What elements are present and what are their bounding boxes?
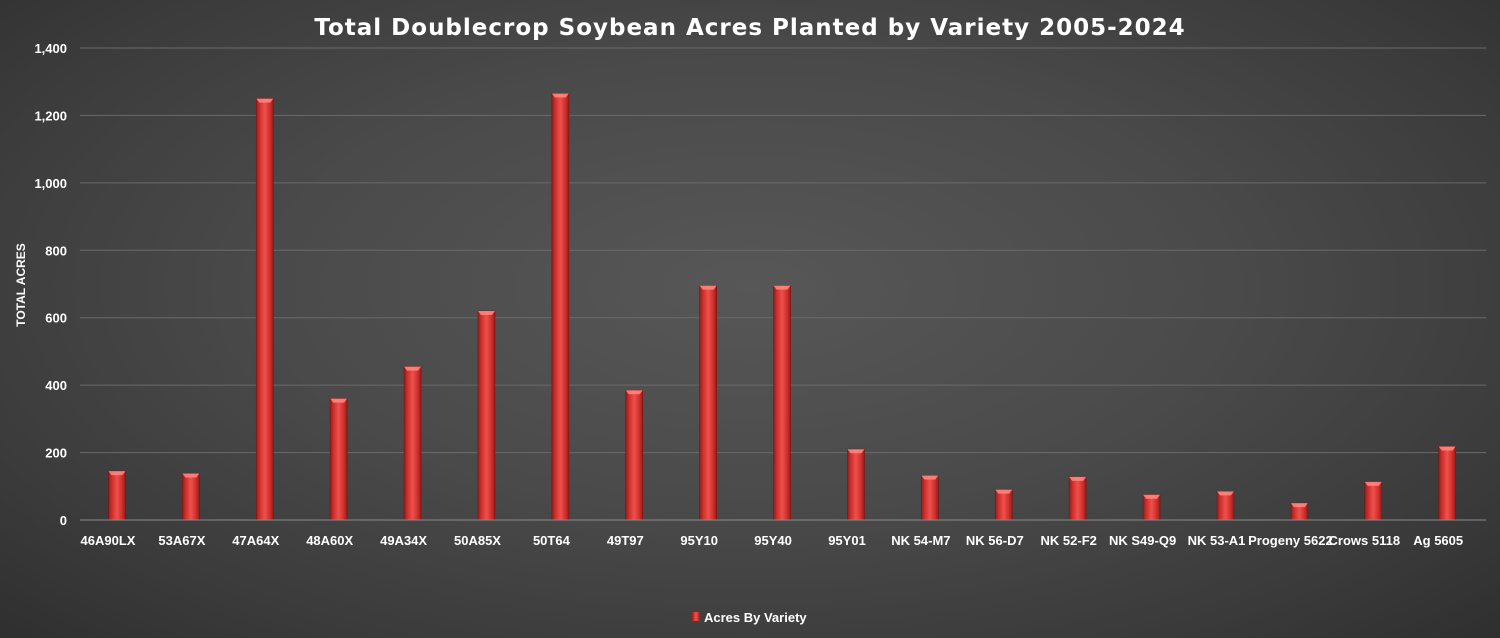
x-tick-label: NK 52-F2 (1041, 533, 1097, 548)
x-tick-label: Crows 5118 (1329, 533, 1401, 548)
bar (403, 366, 422, 521)
bar-bevel (1069, 476, 1087, 481)
bar-body (921, 475, 939, 521)
bar-body (403, 366, 422, 521)
legend-swatch (692, 612, 700, 621)
x-tick-label: 50A85X (454, 533, 501, 548)
bar-body (625, 389, 644, 521)
bar (1290, 502, 1309, 521)
bar-body (108, 470, 126, 521)
bar-body (551, 93, 570, 521)
bar (994, 489, 1013, 521)
chart-title: Total Doublecrop Soybean Acres Planted b… (314, 15, 1185, 41)
y-tick-label: 800 (45, 243, 67, 258)
bar-bevel (847, 449, 865, 454)
y-tick-label: 0 (60, 513, 67, 528)
x-tick-label: Progeny 5622 (1248, 533, 1333, 548)
y-axis-label: TOTAL ACRES (14, 243, 28, 327)
y-axis-ticks: 0 200 400 600 800 1,000 1,200 1,400 (34, 41, 67, 528)
bar (1142, 494, 1161, 521)
bar (255, 98, 274, 521)
bar-bevel (108, 471, 126, 476)
legend-label: Acres By Variety (704, 610, 807, 625)
bar-bevel (1290, 503, 1308, 508)
bar-bevel (625, 390, 643, 395)
bar-bevel (773, 285, 791, 290)
bar (1068, 476, 1087, 521)
bar-body (1068, 476, 1087, 521)
legend: Acres By Variety (692, 610, 807, 625)
bar-body (329, 398, 348, 521)
bar (625, 389, 644, 521)
bar-body (1438, 446, 1456, 521)
x-axis-ticks: 46A90LX 53A67X 47A64X 48A60X 49A34X 50A85X 50T… (81, 533, 1464, 548)
bars (108, 93, 1456, 521)
bar-body (182, 473, 200, 521)
bar (182, 473, 200, 521)
bar (108, 470, 126, 521)
bar-body (477, 310, 496, 521)
bar (477, 310, 496, 521)
bar-bevel (551, 93, 569, 98)
bar-bevel (1143, 494, 1161, 499)
y-tick-label: 400 (45, 378, 67, 393)
x-tick-label: 50T64 (533, 533, 571, 548)
bar-body (847, 448, 865, 521)
y-tick-label: 1,400 (34, 41, 67, 56)
bar (551, 93, 570, 521)
bar (699, 285, 717, 521)
bar-bevel (1216, 491, 1234, 496)
x-tick-label: 49A34X (380, 533, 427, 548)
y-tick-label: 1,000 (34, 176, 67, 191)
x-tick-label: NK 56-D7 (966, 533, 1024, 548)
x-tick-label: 49T97 (607, 533, 644, 548)
bar-bevel (256, 98, 274, 103)
bar (1438, 446, 1456, 521)
bar-bevel (699, 285, 717, 290)
x-tick-label: 95Y10 (680, 533, 718, 548)
bar-bevel (995, 489, 1013, 494)
x-tick-label: 95Y01 (828, 533, 866, 548)
bar-bevel (330, 398, 348, 403)
bar (1216, 491, 1235, 521)
y-tick-label: 600 (45, 311, 67, 326)
x-tick-label: NK S49-Q9 (1109, 533, 1176, 548)
bar (773, 285, 791, 521)
bar-body (994, 489, 1013, 521)
y-tick-label: 200 (45, 446, 67, 461)
bar-bevel (182, 473, 200, 478)
bar (921, 475, 939, 521)
bar (847, 448, 865, 521)
bar-body (773, 285, 791, 521)
bar-body (1216, 491, 1235, 521)
bar (329, 398, 348, 521)
bar-bevel (1438, 446, 1456, 451)
x-tick-label: NK 53-A1 (1188, 533, 1246, 548)
x-tick-label: 47A64X (232, 533, 279, 548)
x-tick-label: 95Y40 (754, 533, 792, 548)
x-tick-label: NK 54-M7 (891, 533, 950, 548)
x-tick-label: 53A67X (158, 533, 205, 548)
x-tick-label: Ag 5605 (1413, 533, 1463, 548)
bar-body (1364, 481, 1383, 521)
x-tick-label: 48A60X (306, 533, 353, 548)
bar-bevel (1364, 481, 1382, 486)
bar-body (255, 98, 274, 521)
y-tick-label: 1,200 (34, 108, 67, 123)
bar-bevel (404, 366, 422, 371)
bar (1364, 481, 1383, 521)
bar-bevel (921, 475, 939, 480)
bar-bevel (477, 310, 495, 315)
x-tick-label: 46A90LX (81, 533, 136, 548)
bar-body (699, 285, 717, 521)
